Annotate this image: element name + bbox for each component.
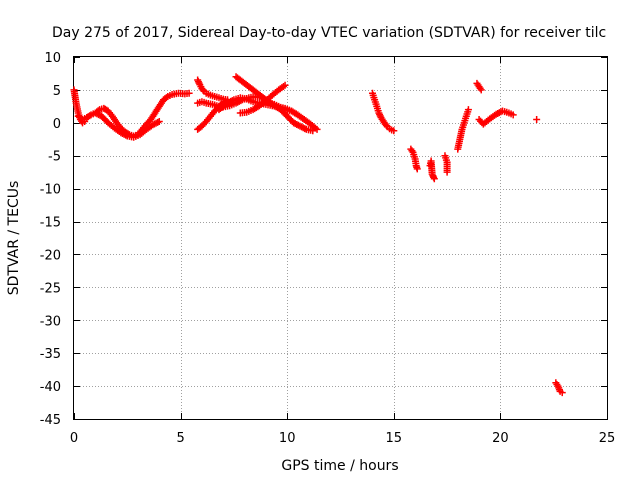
series-arc-q — [533, 116, 541, 124]
y-tick-label: -10 — [40, 183, 61, 198]
series-arc-m — [441, 152, 451, 176]
data-point — [477, 86, 485, 94]
data-point — [185, 89, 193, 97]
data-point — [287, 107, 295, 115]
data-point — [443, 168, 451, 176]
y-tick-label: -30 — [40, 314, 61, 329]
series-arc-i — [236, 81, 289, 117]
y-tick-label: -20 — [40, 248, 61, 263]
data-point — [430, 175, 438, 183]
data-point — [162, 94, 170, 102]
data-point — [124, 130, 132, 138]
series-arc-h — [232, 73, 295, 115]
x-tick-label: 0 — [70, 431, 78, 446]
y-tick-label: 5 — [53, 84, 61, 99]
x-tick-label: 15 — [386, 431, 403, 446]
series-arc-o — [473, 79, 485, 94]
data-point — [94, 107, 102, 115]
x-tick-label: 10 — [279, 431, 296, 446]
data-point — [313, 125, 321, 133]
y-tick-label: -15 — [40, 216, 61, 231]
data-point — [533, 116, 541, 124]
x-tick-label: 20 — [492, 431, 509, 446]
y-tick-label: -40 — [40, 380, 61, 395]
data-point — [509, 111, 517, 119]
series-arc-p — [475, 107, 517, 128]
y-tick-label: -45 — [40, 413, 61, 428]
y-tick-label: 10 — [44, 51, 61, 66]
x-axis-label: GPS time / hours — [281, 458, 398, 474]
series-arc-c — [91, 89, 193, 140]
series-arc-r — [552, 379, 566, 397]
y-axis-label: SDTVAR / TECUs — [6, 181, 22, 296]
data-point — [390, 127, 398, 135]
series-arc-k — [407, 145, 421, 173]
data-point — [558, 389, 566, 397]
series-arc-n — [454, 106, 472, 153]
series-arc-l — [426, 157, 438, 183]
plot-frame — [73, 56, 608, 420]
data-point — [413, 165, 421, 173]
chart-title: Day 275 of 2017, Sidereal Day-to-day VTE… — [52, 25, 606, 41]
data-point — [382, 121, 390, 129]
y-axis-ticks: 10 5 0 -5 -10 -15 -20 -25 -30 -35 -40 -45 — [40, 51, 607, 428]
x-tick-label: 25 — [599, 431, 616, 446]
x-tick-label: 5 — [176, 431, 184, 446]
data-point — [155, 118, 163, 126]
data-point — [199, 86, 207, 94]
series-arc-j — [368, 89, 398, 135]
y-tick-label: -25 — [40, 281, 61, 296]
y-tick-label: 0 — [53, 117, 61, 132]
data-point — [464, 106, 472, 114]
y-tick-label: -35 — [40, 347, 61, 362]
data-point — [86, 112, 94, 120]
data-point — [281, 81, 289, 89]
x-axis-ticks: 0 5 10 15 20 25 — [70, 57, 615, 446]
data-points — [70, 73, 566, 397]
y-tick-label: -5 — [48, 150, 61, 165]
grid-lines — [74, 57, 607, 419]
